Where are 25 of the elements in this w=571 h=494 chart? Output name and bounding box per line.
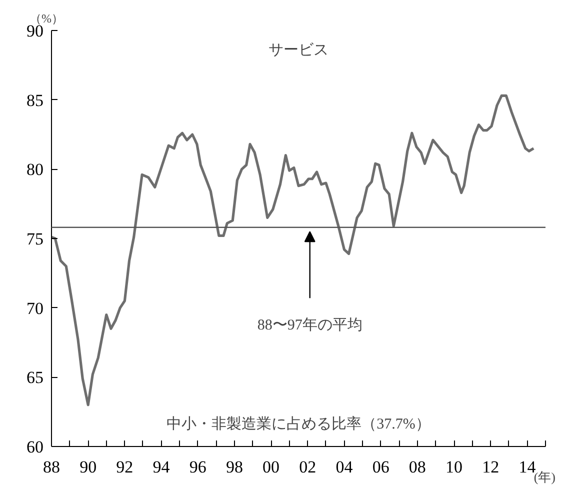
x-tick-label: 02	[299, 458, 316, 476]
x-tick-label: 06	[372, 458, 390, 476]
x-tick-label: 04	[336, 458, 354, 476]
x-tick-label: 00	[262, 458, 280, 476]
x-tick-label: 94	[152, 458, 170, 476]
ref-line-label: 88〜97年の平均	[257, 316, 362, 334]
y-axis-title: （%）	[30, 12, 64, 26]
y-tick-label: 65	[26, 368, 44, 388]
y-tick-label: 85	[26, 90, 44, 110]
text: サービス	[268, 42, 328, 58]
x-tick-label: 12	[482, 458, 500, 476]
line-series	[52, 94, 535, 406]
y-tick-label: 75	[26, 230, 44, 248]
x-tick-label: 08	[408, 458, 426, 476]
x-tick-label: 92	[116, 458, 134, 476]
x-tick-label: 88	[43, 458, 60, 476]
y-tick-label: 60	[26, 438, 44, 456]
x-tick-label: 96	[189, 458, 206, 476]
x-tick-label: 90	[80, 458, 97, 476]
x-tick-label: 10	[446, 458, 463, 476]
x-axis-title: (年)	[534, 470, 556, 484]
annotation: 中小・非製造業に占める比率（37.7%）	[166, 416, 430, 432]
y-tick-label: 80	[26, 160, 44, 180]
y-tick-label: 70	[26, 298, 44, 318]
x-tick-label: 98	[226, 458, 243, 476]
